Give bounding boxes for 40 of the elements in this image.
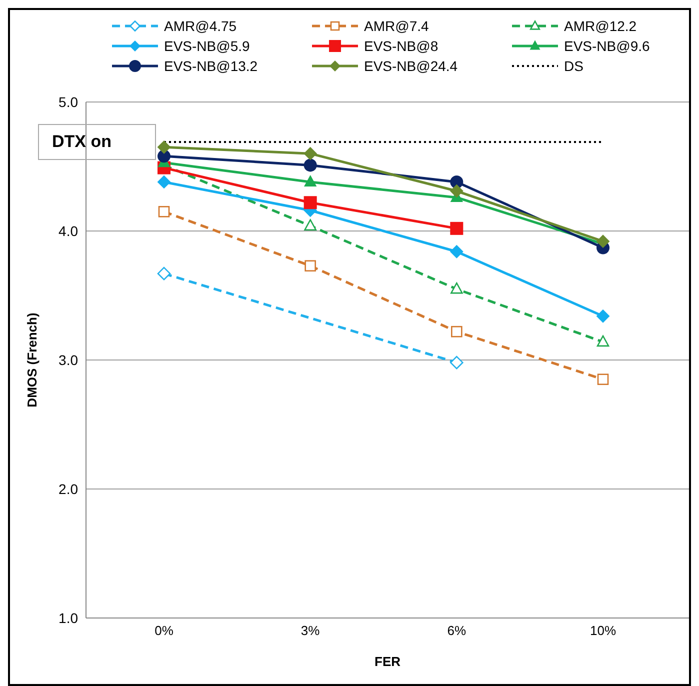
- y-tick-label: 4.0: [58, 222, 78, 239]
- legend-label: EVS-NB@13.2: [164, 58, 258, 74]
- point: [158, 175, 170, 188]
- x-axis-title: FER: [374, 654, 402, 669]
- point: [596, 335, 610, 347]
- legend-label: EVS-NB@8: [364, 38, 438, 54]
- x-tick-label: 0%: [154, 623, 174, 638]
- y-tick-label: 1.0: [58, 610, 78, 626]
- legend-label: EVS-NB@24.4: [364, 58, 458, 74]
- point: [450, 184, 464, 198]
- y-tick-label: 3.0: [58, 352, 78, 368]
- point: [304, 196, 317, 210]
- x-tick-label: 10%: [590, 623, 616, 638]
- x-tick-label: 3%: [300, 623, 320, 638]
- x-tick-label: 6%: [447, 623, 466, 638]
- legend-label: AMR@4.75: [164, 18, 237, 34]
- point: [304, 219, 316, 230]
- y-axis-title: DMOS (French): [24, 312, 40, 408]
- y-tick-label: 5.0: [58, 94, 78, 110]
- legend-label: EVS-NB@5.9: [164, 38, 250, 54]
- point: [450, 356, 464, 370]
- y-tick-label: 2.0: [58, 480, 78, 497]
- point: [597, 374, 609, 385]
- point: [596, 310, 610, 323]
- point: [158, 140, 170, 154]
- point: [158, 206, 170, 218]
- point: [304, 147, 317, 160]
- legend-label: DS: [564, 58, 584, 74]
- legend-label: EVS-NB@9.6: [564, 38, 650, 54]
- point: [450, 222, 464, 235]
- legend-label: AMR@12.2: [564, 18, 637, 34]
- annotation: DTX on: [52, 132, 112, 152]
- point: [304, 158, 317, 172]
- point: [450, 282, 463, 294]
- point: [451, 326, 462, 338]
- point: [450, 245, 464, 258]
- point: [304, 175, 316, 186]
- point: [157, 266, 171, 280]
- point: [304, 260, 316, 272]
- legend-label: AMR@7.4: [364, 18, 429, 34]
